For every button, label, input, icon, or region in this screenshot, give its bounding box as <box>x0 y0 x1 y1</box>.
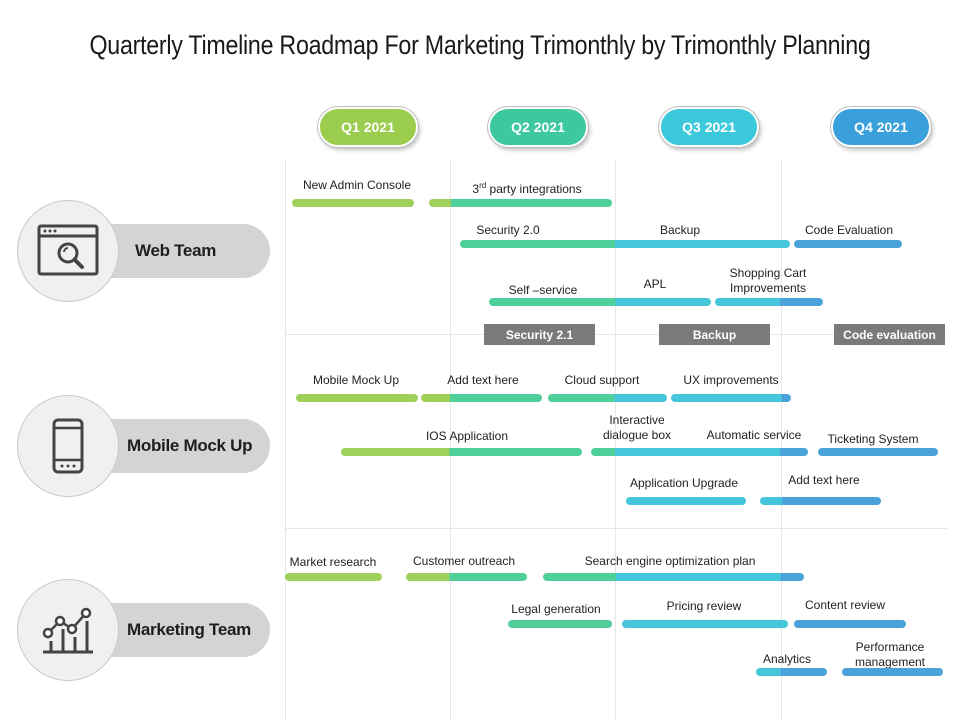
task-label-new-admin-console: New Admin Console <box>302 178 412 192</box>
task-bar-add-text-here-1 <box>421 394 542 402</box>
band-backup: Backup <box>659 324 770 345</box>
task-label-pricing-review: Pricing review <box>666 599 742 613</box>
grid-line-q4 <box>781 160 782 720</box>
team-circle-marketing <box>17 579 119 681</box>
task-bar-new-admin-console <box>292 199 414 207</box>
task-label-shopping-cart: Shopping Cart Improvements <box>729 266 807 295</box>
task-label-legal-generation: Legal generation <box>511 602 601 616</box>
quarter-q3: Q3 2021 <box>659 107 759 147</box>
task-label-backup: Backup <box>659 223 701 237</box>
task-label-performance-management: Performance management <box>854 640 926 669</box>
task-label-interactive-dialogue: Interactive dialogue box <box>602 413 672 442</box>
team-circle-mobile <box>17 395 119 497</box>
task-bar-security-backup <box>460 240 790 248</box>
task-bar-add-text-here-2 <box>760 497 881 505</box>
task-bar-content-review <box>794 620 906 628</box>
task-label-ios-application: IOS Application <box>425 429 509 443</box>
task-bar-legal-generation <box>508 620 612 628</box>
section-divider-2 <box>285 528 947 529</box>
task-label-content-review: Content review <box>804 598 886 612</box>
band-security-2-1: Security 2.1 <box>484 324 595 345</box>
line-chart-icon <box>42 607 93 654</box>
task-bar-interactive-automatic <box>591 448 808 456</box>
task-label-mobile-mock-up: Mobile Mock Up <box>312 373 400 387</box>
task-label-add-text-here-1: Add text here <box>447 373 519 387</box>
grid-line-q1 <box>285 160 286 720</box>
task-label-automatic-service: Automatic service <box>706 428 802 442</box>
task-label-customer-outreach: Customer outreach <box>412 554 516 568</box>
task-label-ux-improvements: UX improvements <box>683 373 779 387</box>
task-label-3rd-party: 3rd party integrations <box>472 181 582 196</box>
task-bar-code-evaluation <box>794 240 902 248</box>
page-title: Quarterly Timeline Roadmap For Marketing… <box>89 30 871 60</box>
team-circle-web <box>17 200 119 302</box>
task-label-add-text-here-2: Add text here <box>788 473 860 487</box>
task-label-security-2: Security 2.0 <box>476 223 540 237</box>
browser-search-icon <box>37 224 99 276</box>
task-bar-ios-application <box>341 448 582 456</box>
task-bar-mobile-mock-up <box>296 394 418 402</box>
task-bar-seo-plan <box>543 573 804 581</box>
task-label-ticketing-system: Ticketing System <box>827 432 919 446</box>
smartphone-icon <box>52 418 84 474</box>
quarter-q4: Q4 2021 <box>831 107 931 147</box>
task-bar-3rd-party <box>429 199 612 207</box>
task-label-code-evaluation: Code Evaluation <box>804 223 894 237</box>
task-bar-application-upgrade <box>626 497 746 505</box>
task-label-apl: APL <box>643 277 667 291</box>
grid-line-q3 <box>615 160 616 720</box>
task-label-self-service: Self –service <box>508 283 578 297</box>
task-label-seo-plan: Search engine optimization plan <box>584 554 756 568</box>
task-bar-ux-improvements <box>671 394 791 402</box>
task-label-application-upgrade: Application Upgrade <box>629 476 739 490</box>
task-bar-customer-outreach <box>406 573 527 581</box>
task-bar-analytics <box>756 668 827 676</box>
task-bar-performance-management <box>842 668 943 676</box>
task-bar-cloud-support <box>548 394 667 402</box>
grid-line-q2 <box>450 160 451 720</box>
band-code-evaluation: Code evaluation <box>834 324 945 345</box>
task-label-analytics: Analytics <box>762 652 812 666</box>
quarter-q1: Q1 2021 <box>318 107 418 147</box>
task-label-cloud-support: Cloud support <box>564 373 640 387</box>
quarter-q2: Q2 2021 <box>488 107 588 147</box>
task-bar-self-service-apl <box>489 298 711 306</box>
section-divider-1 <box>285 334 947 335</box>
task-bar-pricing-review <box>622 620 788 628</box>
task-bar-market-research <box>285 573 382 581</box>
task-label-market-research: Market research <box>289 555 377 569</box>
task-bar-shopping-cart <box>715 298 823 306</box>
task-bar-ticketing-system <box>818 448 938 456</box>
